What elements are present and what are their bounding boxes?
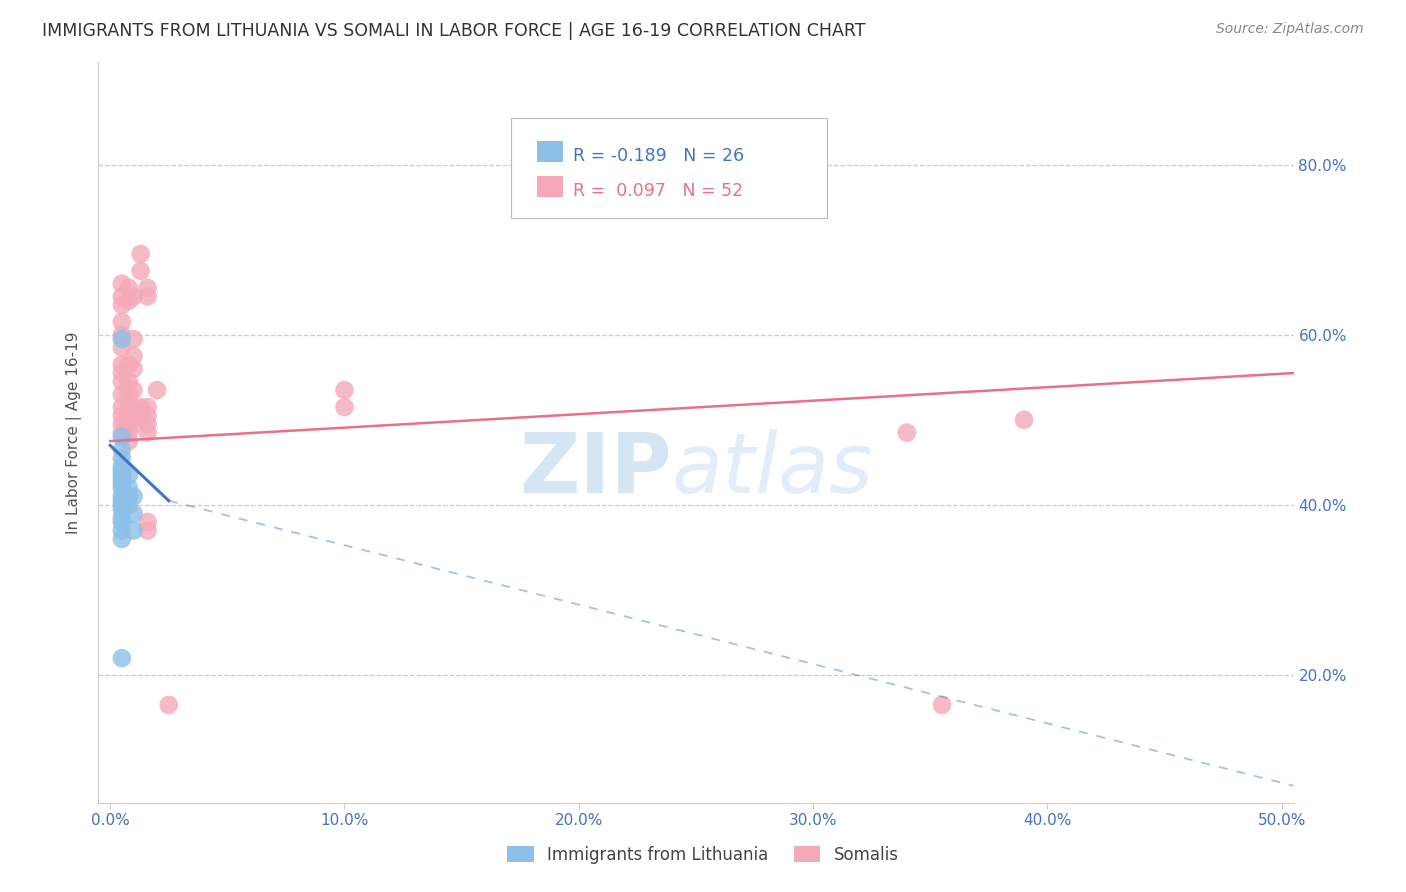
Point [136,289,159,303]
Point [111,417,134,431]
Point [122,361,145,376]
Point [122,383,145,397]
FancyBboxPatch shape [537,141,564,162]
Point [118,293,141,308]
Point [111,400,134,414]
Text: atlas: atlas [672,429,873,510]
Point [118,387,141,401]
Point [129,400,152,414]
Point [111,524,134,538]
Point [333,400,356,414]
FancyBboxPatch shape [537,176,564,197]
Point [122,507,145,521]
Point [111,451,134,466]
Point [122,400,145,414]
Point [111,277,134,291]
Point [136,515,159,529]
Text: IMMIGRANTS FROM LITHUANIA VS SOMALI IN LABOR FORCE | AGE 16-19 CORRELATION CHART: IMMIGRANTS FROM LITHUANIA VS SOMALI IN L… [42,22,866,40]
Text: R =  0.097   N = 52: R = 0.097 N = 52 [572,182,742,201]
Point [111,498,134,512]
Point [136,417,159,431]
Point [157,698,180,712]
Point [111,327,134,342]
Point [111,332,134,346]
Point [136,281,159,295]
Point [136,524,159,538]
Point [146,383,169,397]
Point [111,472,134,486]
Text: R = -0.189   N = 26: R = -0.189 N = 26 [572,147,744,165]
Point [118,409,141,423]
Point [111,651,134,665]
Point [118,400,141,414]
Point [111,532,134,546]
Point [118,417,141,431]
Point [122,417,145,431]
Point [122,409,145,423]
Point [111,490,134,504]
Point [111,409,134,423]
Point [136,409,159,423]
Point [111,387,134,401]
Point [111,341,134,355]
Point [136,400,159,414]
Text: Source: ZipAtlas.com: Source: ZipAtlas.com [1216,22,1364,37]
Point [1012,413,1035,427]
Text: ZIP: ZIP [520,429,672,510]
Point [111,459,134,474]
Point [122,490,145,504]
Point [931,698,953,712]
Point [118,281,141,295]
Point [118,490,141,504]
Point [111,515,134,529]
Point [111,493,134,508]
Point [118,375,141,389]
Point [122,289,145,303]
Point [111,476,134,491]
Point [129,409,152,423]
Point [122,349,145,363]
Point [118,468,141,483]
Point [111,298,134,312]
Point [111,366,134,380]
Point [111,464,134,478]
Point [896,425,918,440]
Point [111,481,134,495]
Y-axis label: In Labor Force | Age 16-19: In Labor Force | Age 16-19 [66,331,83,534]
FancyBboxPatch shape [510,118,827,218]
Point [129,264,152,278]
Point [118,434,141,449]
Point [111,289,134,303]
Point [118,425,141,440]
Point [111,510,134,524]
Point [122,524,145,538]
Point [111,430,134,444]
Point [111,442,134,457]
Point [111,425,134,440]
Point [136,425,159,440]
Point [118,358,141,372]
Point [333,383,356,397]
Point [568,195,591,210]
Point [118,481,141,495]
Point [129,247,152,261]
Legend: Immigrants from Lithuania, Somalis: Immigrants from Lithuania, Somalis [501,839,905,871]
Point [111,358,134,372]
Point [111,375,134,389]
Point [122,332,145,346]
Point [111,468,134,483]
Point [118,498,141,512]
Point [111,315,134,329]
Point [111,502,134,516]
